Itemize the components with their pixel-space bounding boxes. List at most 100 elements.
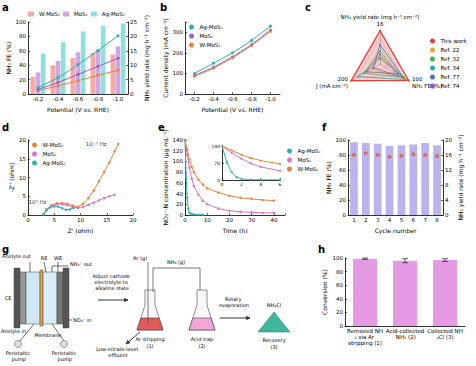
- svg-text:30: 30: [248, 217, 255, 223]
- svg-text:140: 140: [211, 144, 220, 149]
- svg-text:15: 15: [103, 217, 110, 223]
- svg-text:10: 10: [130, 62, 137, 68]
- svg-text:15: 15: [130, 48, 137, 54]
- svg-text:5: 5: [53, 217, 57, 223]
- svg-text:5: 5: [23, 193, 27, 199]
- svg-text:-1.0: -1.0: [265, 96, 276, 102]
- svg-text:16: 16: [377, 21, 384, 27]
- svg-text:NH₃ yield rate (mg h⁻¹ cm⁻²): NH₃ yield rate (mg h⁻¹ cm⁻²): [341, 14, 420, 21]
- svg-text:b: b: [160, 2, 167, 13]
- svg-text:100: 100: [173, 70, 184, 76]
- svg-text:3: 3: [376, 217, 380, 223]
- svg-text:100: 100: [173, 158, 184, 164]
- svg-text:25: 25: [130, 19, 137, 25]
- svg-text:0: 0: [340, 323, 344, 329]
- svg-text:5: 5: [400, 217, 404, 223]
- svg-text:70: 70: [214, 161, 220, 166]
- svg-text:Ag-MoS₂: Ag-MoS₂: [298, 148, 321, 155]
- svg-text:20: 20: [336, 309, 343, 315]
- svg-text:RE: RE: [41, 255, 48, 261]
- svg-text:NH₃ (2): NH₃ (2): [394, 334, 416, 340]
- svg-text:Ref. 77: Ref. 77: [441, 74, 460, 80]
- svg-text:-0.6: -0.6: [227, 96, 238, 102]
- svg-text:80: 80: [19, 33, 26, 39]
- svg-text:(2): (2): [198, 343, 205, 349]
- svg-text:60: 60: [336, 282, 343, 288]
- svg-text:15: 15: [19, 156, 26, 162]
- svg-text:-1.0: -1.0: [113, 96, 124, 102]
- svg-text:4: 4: [259, 182, 262, 187]
- svg-text:NH₃ yield rate (mg h⁻¹ cm⁻²): NH₃ yield rate (mg h⁻¹ cm⁻²): [457, 135, 465, 221]
- svg-text:(1): (1): [146, 343, 153, 349]
- svg-text:NH₃ FE (%): NH₃ FE (%): [412, 83, 442, 89]
- svg-text:40: 40: [339, 182, 346, 188]
- svg-text:7: 7: [423, 217, 427, 223]
- svg-text:Ref. 22: Ref. 22: [441, 47, 460, 53]
- svg-text:Conversion (%): Conversion (%): [321, 269, 328, 315]
- svg-text:6: 6: [412, 217, 416, 223]
- svg-text:0: 0: [343, 212, 347, 218]
- svg-text:10: 10: [19, 175, 26, 181]
- svg-text:c: c: [305, 2, 311, 13]
- svg-text:0: 0: [23, 91, 27, 97]
- svg-text:a: a: [2, 2, 9, 13]
- svg-text:120: 120: [173, 148, 184, 154]
- svg-text:NH₄⁺ out: NH₄⁺ out: [70, 261, 92, 267]
- svg-text:80: 80: [339, 152, 346, 158]
- svg-text:100: 100: [16, 19, 27, 25]
- svg-text:Z' (ohm): Z' (ohm): [68, 227, 94, 234]
- svg-text:20: 20: [445, 137, 452, 143]
- svg-text:0: 0: [221, 182, 224, 187]
- svg-text:W-MoS₂: W-MoS₂: [200, 42, 221, 48]
- svg-text:-0.2: -0.2: [33, 96, 44, 102]
- svg-text:6: 6: [279, 182, 282, 187]
- svg-text:W-MoS₂: W-MoS₂: [39, 11, 60, 17]
- svg-text:100: 100: [333, 255, 344, 261]
- svg-text:60: 60: [339, 167, 346, 173]
- svg-text:Acid trap: Acid trap: [191, 336, 214, 343]
- svg-text:Ag-MoS₂: Ag-MoS₂: [200, 24, 223, 31]
- svg-text:MoS₂: MoS₂: [74, 11, 88, 17]
- svg-text:NO₃⁻-N concentration (μg mL⁻¹): NO₃⁻-N concentration (μg mL⁻¹): [162, 130, 170, 226]
- svg-text:NH₃ FE (%): NH₃ FE (%): [5, 42, 12, 75]
- svg-text:Anolyte in: Anolyte in: [1, 328, 26, 335]
- svg-text:CE: CE: [5, 295, 12, 301]
- svg-text:Ref. 74: Ref. 74: [441, 83, 460, 89]
- svg-text:-0.4: -0.4: [208, 96, 219, 102]
- svg-text:20: 20: [176, 201, 183, 207]
- svg-text:(3): (3): [270, 344, 277, 350]
- svg-text:-0.4: -0.4: [53, 96, 64, 102]
- svg-text:40: 40: [336, 296, 343, 302]
- svg-text:Anolyte out: Anolyte out: [2, 253, 31, 260]
- svg-text:5: 5: [130, 77, 134, 83]
- svg-text:f: f: [322, 122, 327, 133]
- svg-text:Ref. 34: Ref. 34: [441, 65, 460, 71]
- svg-text:pump: pump: [10, 356, 26, 363]
- svg-text:J (mA cm⁻²): J (mA cm⁻²): [315, 83, 348, 90]
- svg-text:100: 100: [336, 137, 347, 143]
- svg-text:0: 0: [183, 217, 187, 223]
- svg-text:200: 200: [173, 50, 184, 56]
- svg-text:alkaline state: alkaline state: [95, 285, 129, 291]
- svg-text:-0.2: -0.2: [189, 96, 200, 102]
- svg-text:MoS₂: MoS₂: [298, 157, 312, 163]
- svg-text:This work: This work: [440, 38, 468, 44]
- svg-text:-0.8: -0.8: [93, 96, 104, 102]
- svg-text:NH₄Cl: NH₄Cl: [267, 302, 281, 308]
- svg-text:pump: pump: [56, 356, 72, 363]
- svg-text:10: 10: [204, 217, 211, 223]
- svg-text:60: 60: [176, 180, 183, 186]
- svg-text:₄Cl (3): ₄Cl (3): [436, 334, 453, 340]
- svg-text:h: h: [318, 244, 325, 255]
- svg-text:Time (h): Time (h): [221, 227, 247, 234]
- svg-text:80: 80: [336, 269, 343, 275]
- svg-text:0: 0: [130, 91, 134, 97]
- svg-text:W-MoS₂: W-MoS₂: [43, 142, 64, 148]
- svg-text:Ar stripping: Ar stripping: [135, 336, 164, 343]
- svg-text:20: 20: [130, 217, 137, 223]
- svg-text:d: d: [2, 122, 9, 133]
- svg-text:20: 20: [19, 137, 26, 143]
- svg-text:100: 100: [412, 76, 423, 82]
- svg-text:4: 4: [445, 197, 449, 203]
- svg-text:evaporation: evaporation: [219, 302, 249, 309]
